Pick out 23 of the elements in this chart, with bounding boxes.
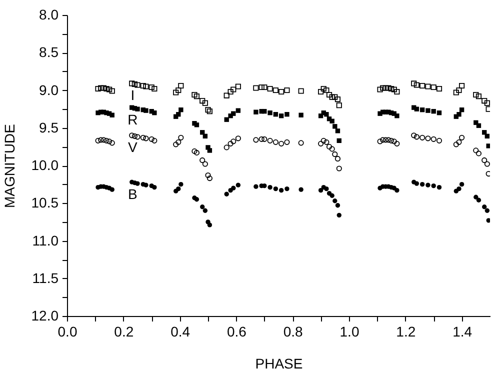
series-label: V [128,139,138,156]
x-tick-label: 1.4 [452,324,472,340]
y-tick-label: 12.0 [31,308,59,324]
series-label: B [128,186,138,202]
y-tick-label: 10.0 [31,157,59,173]
x-tick-label: 0.6 [226,324,247,340]
y-tick-label: 11.0 [32,232,59,248]
y-tick-label: 10.5 [31,194,59,211]
y-axis-title: MAGNITUDE [1,124,18,208]
x-tick-label: 0.8 [283,324,304,340]
y-tick-label: 8.5 [39,44,59,60]
y-tick-label: 9.0 [39,82,59,98]
series-label: I [130,87,135,104]
x-tick-label: 0.2 [114,324,134,340]
x-tick-label: 0.4 [170,324,190,340]
y-tick-label: 8.0 [39,6,59,22]
x-tick-label: 0.0 [58,324,78,340]
x-tick-label: 1.0 [340,324,360,340]
y-tick-label: 9.5 [39,119,59,136]
series-label: R [128,111,138,128]
x-axis-title: PHASE [255,356,303,372]
y-tick-label: 11.5 [32,270,59,286]
x-tick-label: 1.2 [396,324,416,340]
